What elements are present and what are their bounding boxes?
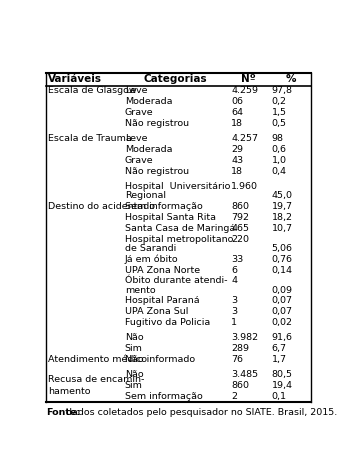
Text: 18: 18 xyxy=(231,167,243,176)
Text: 0,6: 0,6 xyxy=(272,145,287,154)
Text: 792: 792 xyxy=(231,213,249,222)
Text: Não registrou: Não registrou xyxy=(125,167,189,176)
Text: 45,0: 45,0 xyxy=(272,191,292,200)
Text: 0,1: 0,1 xyxy=(272,392,287,401)
Text: Não informado: Não informado xyxy=(125,355,195,364)
Text: Hospital metropolitano: Hospital metropolitano xyxy=(125,235,233,244)
Text: 76: 76 xyxy=(231,355,243,364)
Text: 97,8: 97,8 xyxy=(272,86,292,95)
Text: %: % xyxy=(285,75,296,85)
Text: 0,07: 0,07 xyxy=(272,307,292,316)
Text: 0,14: 0,14 xyxy=(272,266,292,275)
Text: Leve: Leve xyxy=(125,86,147,95)
Text: 29: 29 xyxy=(231,145,243,154)
Text: Não: Não xyxy=(125,370,143,379)
Text: 0,4: 0,4 xyxy=(272,167,287,176)
Text: Santa Casa de Maringá: Santa Casa de Maringá xyxy=(125,224,235,233)
Text: 19,4: 19,4 xyxy=(272,381,292,390)
Text: 19,7: 19,7 xyxy=(272,202,292,211)
Text: 4: 4 xyxy=(231,276,237,285)
Text: Escala de Glasgow: Escala de Glasgow xyxy=(48,86,136,95)
Text: Nº: Nº xyxy=(241,75,256,85)
Text: 0,09: 0,09 xyxy=(272,285,292,294)
Text: 289: 289 xyxy=(231,344,249,353)
Text: Já em óbito: Já em óbito xyxy=(125,255,178,264)
Text: Destino do acidentado: Destino do acidentado xyxy=(48,202,155,211)
Text: 64: 64 xyxy=(231,108,243,117)
Text: 0,02: 0,02 xyxy=(272,318,292,327)
Text: Hospital Santa Rita: Hospital Santa Rita xyxy=(125,213,216,222)
Text: 1,7: 1,7 xyxy=(272,355,287,364)
Text: Moderada: Moderada xyxy=(125,145,172,154)
Text: Categorias: Categorias xyxy=(144,75,207,85)
Text: Hospital Paraná: Hospital Paraná xyxy=(125,296,199,305)
Text: 1: 1 xyxy=(231,318,237,327)
Text: 0,2: 0,2 xyxy=(272,97,287,106)
Text: UPA Zona Norte: UPA Zona Norte xyxy=(125,266,200,275)
Text: 1,5: 1,5 xyxy=(272,108,287,117)
Text: 1.960: 1.960 xyxy=(231,182,258,191)
Text: Escala de Trauma: Escala de Trauma xyxy=(48,134,132,143)
Text: 18,2: 18,2 xyxy=(272,213,292,222)
Text: Sem informação: Sem informação xyxy=(125,392,202,401)
Text: Hospital  Universitário: Hospital Universitário xyxy=(125,182,230,191)
Text: 91,6: 91,6 xyxy=(272,333,292,342)
Text: Óbito durante atendi-: Óbito durante atendi- xyxy=(125,276,227,285)
Text: 80,5: 80,5 xyxy=(272,370,292,379)
Text: 5,06: 5,06 xyxy=(272,244,292,253)
Text: 3: 3 xyxy=(231,296,237,305)
Text: Regional: Regional xyxy=(125,191,166,200)
Text: 0,5: 0,5 xyxy=(272,119,287,128)
Text: Sim: Sim xyxy=(125,381,143,390)
Text: Sim: Sim xyxy=(125,344,143,353)
Text: dados coletados pelo pesquisador no SIATE. Brasil, 2015.: dados coletados pelo pesquisador no SIAT… xyxy=(63,408,337,418)
Text: Não registrou: Não registrou xyxy=(125,119,189,128)
Text: Não: Não xyxy=(125,333,143,342)
Text: Sem informação: Sem informação xyxy=(125,202,202,211)
Text: mento: mento xyxy=(125,285,155,294)
Text: 2: 2 xyxy=(231,392,237,401)
Text: 6: 6 xyxy=(231,266,237,275)
Text: 06: 06 xyxy=(231,97,243,106)
Text: 465: 465 xyxy=(231,224,249,233)
Text: 98: 98 xyxy=(272,134,284,143)
Text: de Sarandi: de Sarandi xyxy=(125,244,176,253)
Text: 4.257: 4.257 xyxy=(231,134,258,143)
Text: 18: 18 xyxy=(231,119,243,128)
Text: Atendimento médico: Atendimento médico xyxy=(48,355,147,364)
Text: 0,07: 0,07 xyxy=(272,296,292,305)
Text: 4.259: 4.259 xyxy=(231,86,258,95)
Text: 33: 33 xyxy=(231,255,243,264)
Text: Leve: Leve xyxy=(125,134,147,143)
Text: Grave: Grave xyxy=(125,108,154,117)
Text: Recusa de encamin-
hamento: Recusa de encamin- hamento xyxy=(48,375,144,396)
Text: Moderada: Moderada xyxy=(125,97,172,106)
Text: 860: 860 xyxy=(231,381,249,390)
Text: 860: 860 xyxy=(231,202,249,211)
Text: Grave: Grave xyxy=(125,156,154,165)
Text: 3.485: 3.485 xyxy=(231,370,258,379)
Text: 1,0: 1,0 xyxy=(272,156,287,165)
Text: 6,7: 6,7 xyxy=(272,344,287,353)
Text: 0,76: 0,76 xyxy=(272,255,292,264)
Text: 3.982: 3.982 xyxy=(231,333,258,342)
Text: Fonte:: Fonte: xyxy=(46,408,81,418)
Text: Fugitivo da Policia: Fugitivo da Policia xyxy=(125,318,210,327)
Text: 10,7: 10,7 xyxy=(272,224,292,233)
Text: Variáveis: Variáveis xyxy=(48,75,102,85)
Text: 43: 43 xyxy=(231,156,243,165)
Text: 3: 3 xyxy=(231,307,237,316)
Text: 220: 220 xyxy=(231,235,249,244)
Text: UPA Zona Sul: UPA Zona Sul xyxy=(125,307,188,316)
